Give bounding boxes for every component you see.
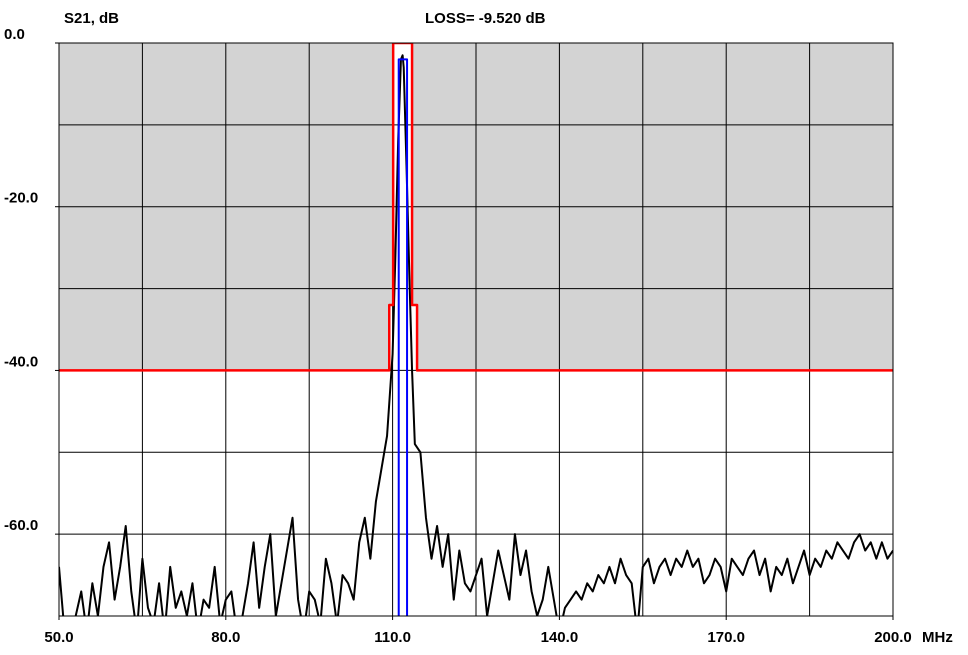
x-tick-label: 50.0 — [44, 629, 73, 646]
plot-border — [58, 42, 894, 617]
series-line — [59, 43, 893, 372]
x-tick-label: 140.0 — [541, 629, 579, 646]
annotation: LOSS= -9.520 dB — [425, 10, 546, 27]
y-tick-label: 0.0 — [4, 26, 25, 43]
x-tick-label: 170.0 — [707, 629, 745, 646]
y-tick-label: -20.0 — [4, 190, 38, 207]
series-line — [59, 54, 893, 616]
series-line — [397, 58, 409, 616]
x-tick-label: 80.0 — [211, 629, 240, 646]
x-tick-label: 110.0 — [374, 629, 411, 646]
x-tick-label: 200.0 — [874, 629, 912, 646]
x-unit: MHz — [922, 629, 953, 646]
chart-title: S21, dB — [64, 10, 119, 27]
y-tick-label: -40.0 — [4, 353, 38, 370]
plot-area — [59, 43, 893, 616]
y-tick-label: -60.0 — [4, 517, 38, 534]
